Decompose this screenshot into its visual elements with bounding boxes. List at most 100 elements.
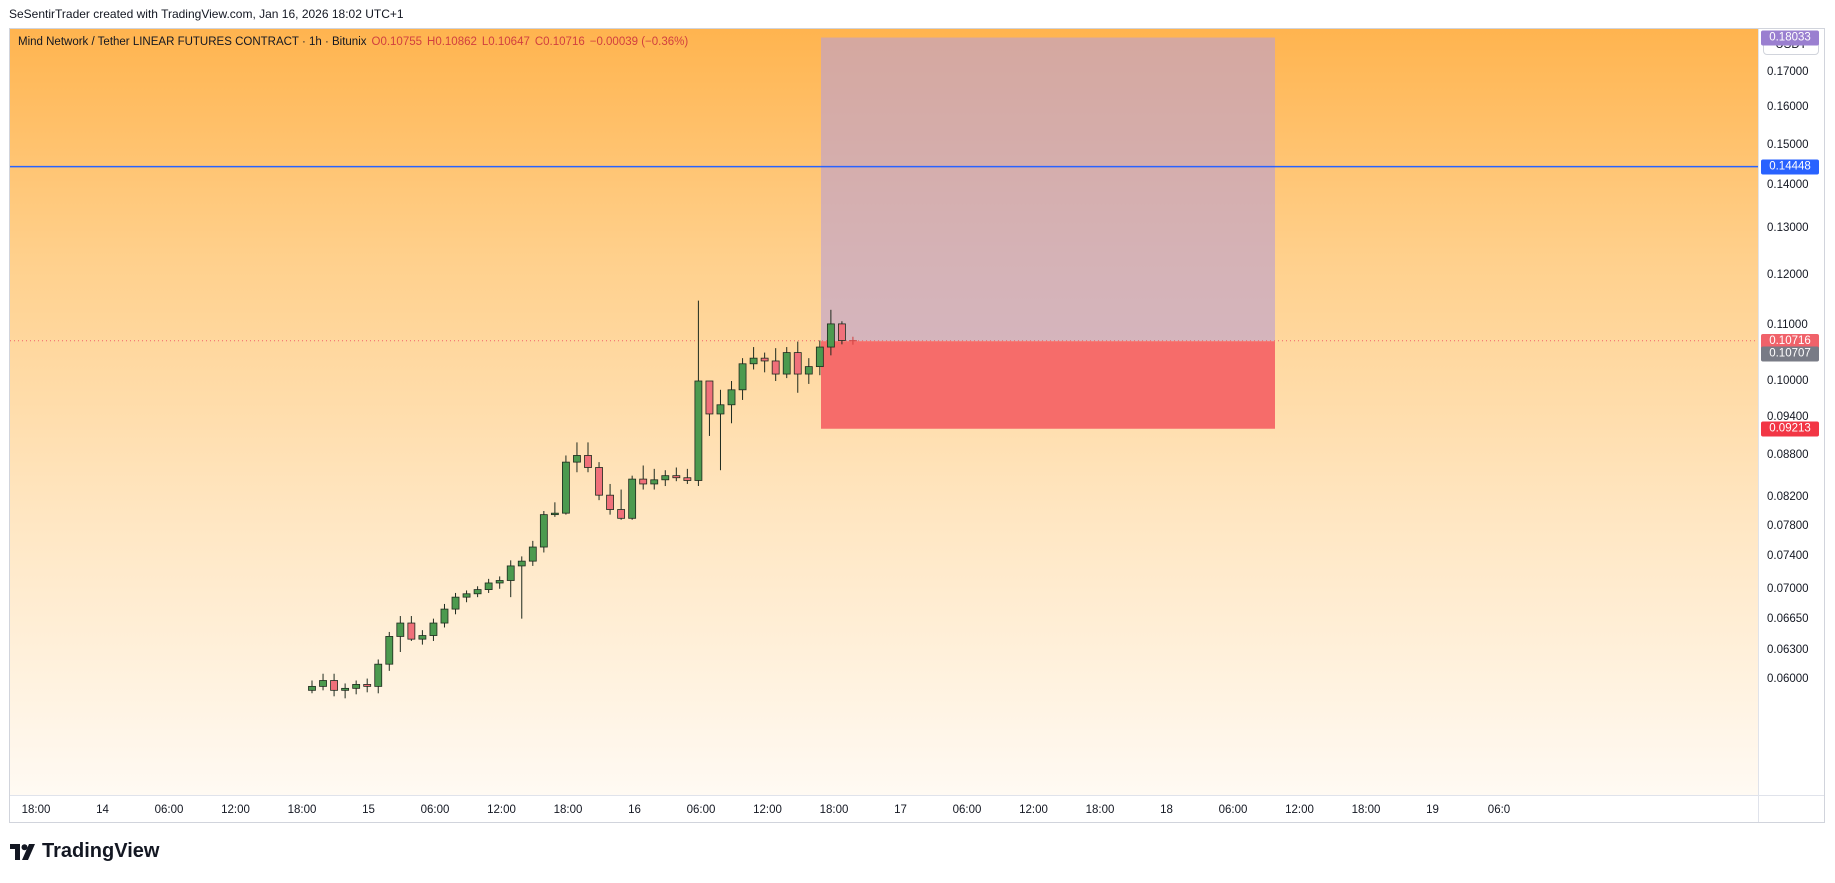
chart-attribution: SeSentirTrader created with TradingView.… (9, 7, 404, 21)
candle-up (319, 680, 327, 687)
candle-up (716, 404, 725, 415)
candle-up (440, 608, 449, 624)
candle-up (661, 475, 670, 481)
time-tick-label: 06:00 (154, 804, 184, 816)
candle-down (595, 467, 603, 496)
candle-up (396, 622, 405, 637)
candle-up (815, 346, 824, 368)
candle-down (793, 352, 802, 375)
tradingview-wordmark: TradingView (42, 840, 160, 862)
candle-down (705, 380, 714, 415)
candle-down (639, 478, 648, 485)
candle-up (341, 687, 350, 691)
candle-up (308, 685, 316, 691)
candle-up (517, 560, 526, 567)
stop-price-badge: 0.18033 (1761, 30, 1819, 46)
price-tick-label: 0.15000 (1767, 138, 1809, 151)
time-tick-label: 18:00 (1351, 804, 1381, 816)
price-tick-label: 0.06650 (1767, 612, 1809, 625)
price-tick-label: 0.10000 (1767, 375, 1809, 387)
time-tick-label: 12:00 (1285, 804, 1314, 816)
candle-up (506, 565, 515, 581)
axis-corner (1758, 795, 1824, 822)
price-tick-label: 0.09400 (1767, 411, 1809, 424)
candle-up (550, 512, 559, 516)
time-tick-label: 06:00 (686, 804, 716, 816)
time-tick-label: 18:00 (553, 804, 583, 816)
time-tick-label: 18 (1160, 804, 1173, 816)
ohlc-low: L0.10647 (481, 36, 530, 48)
chart-frame[interactable]: Mind Network / Tether LINEAR FUTURES CON… (9, 28, 1825, 823)
tradingview-logo-icon (10, 843, 35, 860)
ohlc-close: C0.10716 (534, 36, 585, 48)
symbol-name: Mind Network / Tether LINEAR FUTURES CON… (18, 36, 367, 48)
entry-price-badge: 0.10707 (1761, 346, 1819, 362)
ohlc-open: O0.10755 (371, 36, 423, 48)
time-tick-label: 06:0 (1487, 804, 1511, 816)
candle-up (738, 363, 747, 391)
candle-up (495, 580, 504, 584)
time-tick-label: 12:00 (753, 804, 782, 816)
candle-up (484, 582, 493, 591)
ohlc-change: −0.00039 (−0.36%) (589, 36, 689, 48)
candle-up (462, 593, 471, 598)
price-tick-label: 0.07400 (1767, 550, 1809, 563)
time-tick-label: 14 (96, 804, 109, 816)
price-tick-label: 0.06000 (1767, 672, 1809, 685)
candle-up (826, 323, 835, 348)
ohlc-high: H0.10862 (427, 36, 477, 48)
level-price-badge: 0.14448 (1761, 159, 1819, 175)
candle-up (385, 636, 394, 665)
time-tick-label: 18:00 (287, 804, 317, 816)
candle-up (418, 635, 427, 640)
time-tick-label: 16 (628, 804, 641, 816)
candle-up (451, 596, 460, 610)
price-tick-label: 0.14000 (1767, 179, 1809, 191)
candle-up (352, 684, 361, 689)
time-axis[interactable]: 18:00 14 06:00 12:00 18:00 15 06:00 12:00 18:00 1… (10, 795, 1758, 822)
tradingview-branding[interactable]: TradingView (10, 840, 159, 863)
candle-down (838, 323, 846, 341)
take-profit-zone (821, 341, 1275, 429)
time-tick-label: 06:00 (420, 804, 450, 816)
candle-down (672, 475, 681, 479)
candle-up (727, 389, 736, 406)
candle-up (562, 461, 570, 514)
candle-up (374, 663, 383, 687)
candlestick-chart[interactable] (10, 29, 1758, 795)
price-tick-label: 0.11000 (1767, 319, 1808, 332)
candle-up (628, 478, 637, 519)
chart-plot-area[interactable]: Mind Network / Tether LINEAR FUTURES CON… (10, 29, 1758, 795)
candle-down (683, 477, 692, 481)
time-tick-label: 12:00 (487, 804, 516, 816)
candle-down (771, 360, 780, 375)
candle-up (694, 380, 703, 481)
time-tick-label: 18:00 (21, 804, 51, 816)
candle-down (407, 622, 416, 640)
price-tick-label: 0.07800 (1767, 519, 1809, 532)
candle-down (330, 680, 338, 691)
price-tick-label: 0.16000 (1767, 101, 1809, 114)
candle-up (782, 352, 791, 375)
candle-up (473, 589, 482, 595)
candle-up (573, 455, 581, 463)
candle-up (650, 479, 659, 485)
time-tick-label: 17 (894, 804, 907, 816)
candle-down (606, 494, 614, 510)
price-tick-label: 0.17000 (1767, 65, 1809, 78)
price-tick-label: 0.08200 (1767, 490, 1809, 503)
candle-up (749, 357, 758, 365)
time-tick-label: 18:00 (819, 804, 849, 816)
time-tick-label: 15 (362, 804, 375, 816)
candle-down (584, 455, 592, 468)
candle-down (363, 684, 372, 687)
time-tick-label: 12:00 (1019, 804, 1048, 816)
candle-down (760, 357, 769, 362)
candle-down (617, 509, 626, 519)
price-tick-label: 0.07000 (1767, 582, 1809, 595)
time-tick-label: 18:00 (1085, 804, 1115, 816)
price-axis[interactable]: USDT 0.060000.063000.066500.070000.07400… (1758, 29, 1824, 795)
candle-up (804, 366, 813, 375)
price-tick-label: 0.12000 (1767, 268, 1809, 281)
candle-up (539, 514, 548, 548)
